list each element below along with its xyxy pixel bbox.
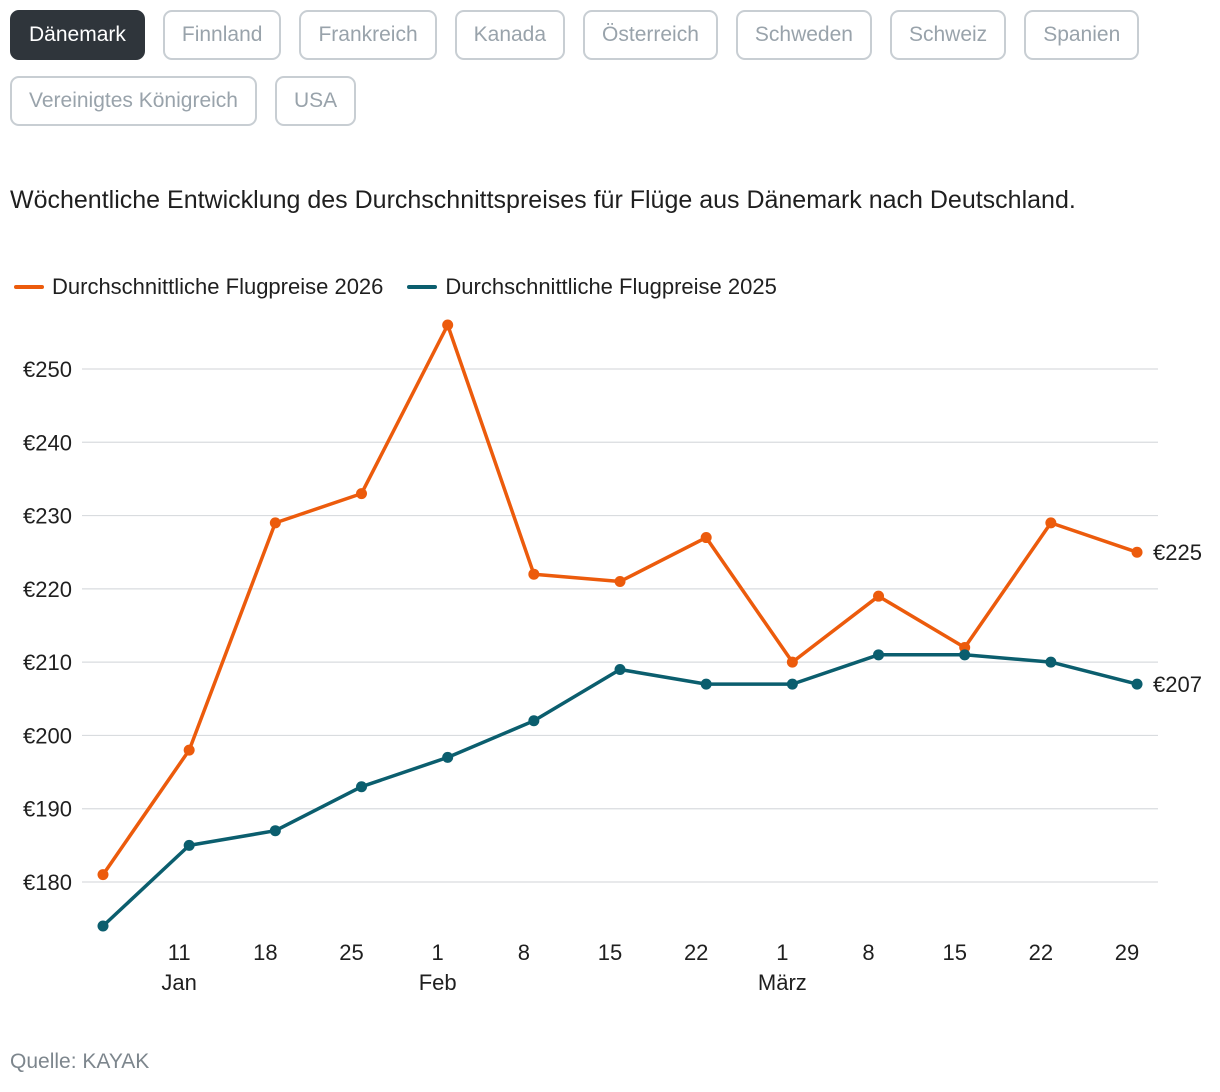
series-line-2025 xyxy=(101,653,1139,928)
x-month-label: März xyxy=(758,970,807,995)
data-point xyxy=(1131,546,1143,558)
data-point xyxy=(786,656,798,668)
y-tick-label: €200 xyxy=(23,723,72,748)
country-tab[interactable]: Schweiz xyxy=(889,10,1007,60)
x-tick-label: 8 xyxy=(862,940,874,965)
y-tick-label: €240 xyxy=(23,430,72,455)
data-point xyxy=(959,649,971,661)
x-month-label: Jan xyxy=(161,970,196,995)
end-value-label: €225 xyxy=(1153,540,1202,565)
country-tab[interactable]: Frankreich xyxy=(299,10,437,60)
y-tick-label: €190 xyxy=(23,797,72,822)
country-tab[interactable]: Spanien xyxy=(1024,10,1140,60)
data-point xyxy=(873,590,885,602)
data-point xyxy=(700,678,712,690)
country-filter-tabs: Dänemark Finnland Frankreich Kanada Österrei… xyxy=(10,10,1210,126)
country-tab[interactable]: Finnland xyxy=(162,10,282,60)
end-value-label: €207 xyxy=(1153,672,1202,697)
legend-swatch-2026 xyxy=(14,285,44,289)
data-point xyxy=(97,869,109,881)
x-tick-label: 8 xyxy=(518,940,530,965)
x-tick-label: 22 xyxy=(684,940,708,965)
country-tab[interactable]: Kanada xyxy=(454,10,566,60)
data-point xyxy=(356,488,368,500)
legend-label-2025: Durchschnittliche Flugpreise 2025 xyxy=(445,274,777,299)
data-point xyxy=(700,532,712,544)
country-tab[interactable]: Dänemark xyxy=(10,10,145,60)
x-tick-label: 1 xyxy=(776,940,788,965)
source-note: Quelle: KAYAK xyxy=(10,1050,150,1073)
y-tick-label: €250 xyxy=(23,357,72,382)
data-point xyxy=(97,920,109,932)
data-point xyxy=(269,517,281,529)
chart-subtitle: Wöchentliche Entwicklung des Durchschnit… xyxy=(10,186,1076,214)
country-tab[interactable]: Vereinigtes Königreich xyxy=(10,76,257,126)
x-tick-label: 1 xyxy=(432,940,444,965)
x-tick-label: 15 xyxy=(942,940,966,965)
country-tab[interactable]: Schweden xyxy=(735,10,872,60)
y-tick-label: €180 xyxy=(23,870,72,895)
data-point xyxy=(442,751,454,763)
data-point xyxy=(614,663,626,675)
data-point xyxy=(786,678,798,690)
data-point xyxy=(1045,656,1057,668)
data-point xyxy=(269,825,281,837)
legend-item-2026: Durchschnittliche Flugpreise 2026 xyxy=(14,274,383,300)
data-point xyxy=(528,568,540,580)
data-point xyxy=(528,715,540,727)
legend-item-2025: Durchschnittliche Flugpreise 2025 xyxy=(407,274,777,300)
country-tab[interactable]: Österreich xyxy=(583,10,718,60)
legend-label-2026: Durchschnittliche Flugpreise 2026 xyxy=(52,274,384,299)
x-tick-label: 29 xyxy=(1115,940,1139,965)
series-line-2026 xyxy=(101,323,1139,877)
y-tick-label: €230 xyxy=(23,504,72,529)
chart-legend: Durchschnittliche Flugpreise 2026 Durchs… xyxy=(14,274,777,300)
data-point xyxy=(1045,517,1057,529)
data-point xyxy=(356,781,368,793)
data-point xyxy=(873,649,885,661)
x-month-label: Feb xyxy=(419,970,457,995)
data-point xyxy=(183,744,195,756)
data-point xyxy=(1131,678,1143,690)
legend-swatch-2025 xyxy=(407,285,438,289)
x-tick-label: 11 xyxy=(168,940,191,965)
data-point xyxy=(614,576,626,588)
data-point xyxy=(183,839,195,851)
y-tick-label: €210 xyxy=(23,650,72,675)
x-tick-label: 15 xyxy=(598,940,622,965)
data-point xyxy=(442,319,454,331)
x-tick-label: 25 xyxy=(339,940,363,965)
x-tick-label: 22 xyxy=(1029,940,1053,965)
country-tab[interactable]: USA xyxy=(274,76,357,126)
y-tick-label: €220 xyxy=(23,577,72,602)
x-tick-label: 18 xyxy=(253,940,277,965)
